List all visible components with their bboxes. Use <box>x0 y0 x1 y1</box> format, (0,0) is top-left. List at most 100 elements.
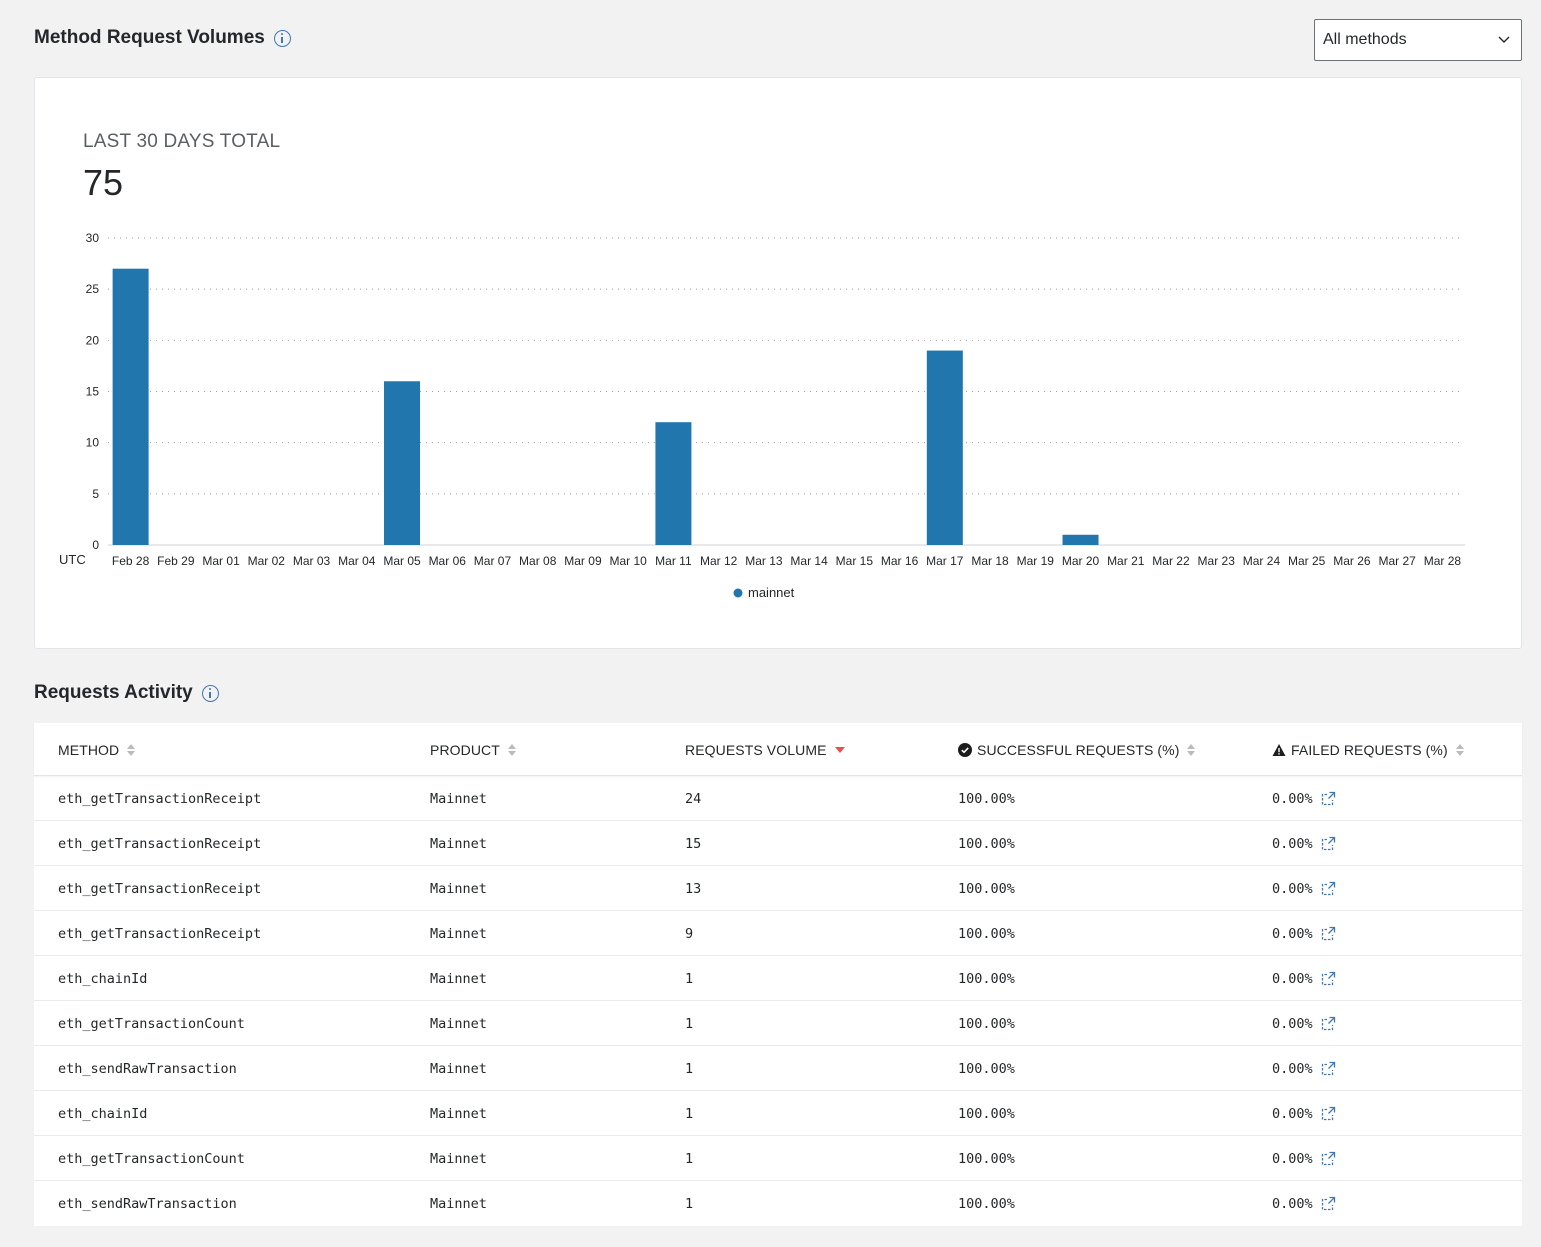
cell-product: Mainnet <box>430 1001 487 1046</box>
cell-success: 100.00% <box>958 1136 1015 1181</box>
volume-value: 1 <box>685 1195 694 1212</box>
x-tick-label: Mar 08 <box>519 554 557 568</box>
cell-failed: 0.00% <box>1272 956 1336 1001</box>
success-value: 100.00% <box>958 1150 1015 1167</box>
method-filter-value: All methods <box>1323 31 1407 48</box>
cell-product: Mainnet <box>430 1046 487 1091</box>
y-tick-label: 30 <box>86 231 100 245</box>
failed-value: 0.00% <box>1272 1195 1313 1212</box>
x-tick-label: Mar 09 <box>564 554 602 568</box>
cell-success: 100.00% <box>958 956 1015 1001</box>
cell-success: 100.00% <box>958 821 1015 866</box>
table-row: eth_getTransactionReceipt Mainnet 9 100.00%… <box>34 911 1522 956</box>
product-value: Mainnet <box>430 880 487 897</box>
y-tick-label: 5 <box>92 487 99 501</box>
cell-success: 100.00% <box>958 1091 1015 1136</box>
success-value: 100.00% <box>958 1015 1015 1032</box>
method-value: eth_getTransactionCount <box>58 1150 245 1167</box>
cell-method: eth_getTransactionCount <box>58 1136 245 1181</box>
x-tick-label: Mar 10 <box>610 554 648 568</box>
total-value: 75 <box>83 162 124 203</box>
info-icon[interactable] <box>201 684 219 702</box>
success-value: 100.00% <box>958 1195 1015 1212</box>
x-tick-label: Mar 01 <box>202 554 240 568</box>
x-tick-label: Mar 11 <box>655 554 692 568</box>
info-icon[interactable] <box>273 29 291 47</box>
y-tick-label: 20 <box>86 333 100 347</box>
external-link-icon[interactable] <box>1321 1061 1336 1076</box>
cell-volume: 1 <box>685 1001 693 1046</box>
sort-icon <box>1187 743 1196 756</box>
cell-volume: 24 <box>685 776 701 821</box>
x-tick-label: Mar 17 <box>926 554 964 568</box>
column-label: METHOD <box>58 741 120 758</box>
method-value: eth_getTransactionReceipt <box>58 880 262 897</box>
column-header-success[interactable]: SUCCESSFUL REQUESTS (%) <box>958 723 1196 776</box>
column-label: PRODUCT <box>430 741 500 758</box>
method-value: eth_sendRawTransaction <box>58 1060 237 1077</box>
legend-marker <box>733 588 743 598</box>
x-tick-label: Mar 21 <box>1107 554 1145 568</box>
chevron-down-icon <box>1498 36 1510 43</box>
failed-value: 0.00% <box>1272 970 1313 987</box>
external-link-icon[interactable] <box>1321 1016 1336 1031</box>
table-row: eth_getTransactionReceipt Mainnet 13 100.00… <box>34 866 1522 911</box>
external-link-icon[interactable] <box>1321 836 1336 851</box>
cell-method: eth_getTransactionCount <box>58 1001 245 1046</box>
column-header-method[interactable]: METHOD <box>58 723 136 776</box>
x-tick-label: Mar 28 <box>1424 554 1462 568</box>
sort-icon <box>127 743 136 756</box>
volume-value: 13 <box>685 880 702 897</box>
success-value: 100.00% <box>958 790 1015 807</box>
volume-value: 1 <box>685 1015 694 1032</box>
legend-label: mainnet <box>748 585 795 600</box>
external-link-icon[interactable] <box>1321 1106 1336 1121</box>
cell-method: eth_getTransactionReceipt <box>58 911 261 956</box>
x-tick-label: Mar 06 <box>429 554 467 568</box>
x-tick-label: Feb 29 <box>157 554 195 568</box>
success-value: 100.00% <box>958 1060 1015 1077</box>
table-row: eth_getTransactionReceipt Mainnet 15 100.00… <box>34 821 1522 866</box>
product-value: Mainnet <box>430 970 487 987</box>
volume-value: 1 <box>685 1060 694 1077</box>
failed-value: 0.00% <box>1272 1150 1313 1167</box>
x-tick-label: Mar 04 <box>338 554 376 568</box>
volumes-header: Method Request Volumes <box>34 27 291 49</box>
warning-triangle-icon <box>1272 743 1286 756</box>
cell-product: Mainnet <box>430 776 487 821</box>
cell-success: 100.00% <box>958 911 1015 956</box>
cell-success: 100.00% <box>958 1181 1015 1226</box>
method-value: eth_chainId <box>58 970 148 987</box>
method-filter-select[interactable]: All methods <box>1314 19 1522 61</box>
activity-header: Requests Activity <box>34 682 219 704</box>
column-header-product[interactable]: PRODUCT <box>430 723 516 776</box>
x-tick-label: Mar 02 <box>248 554 286 568</box>
method-value: eth_sendRawTransaction <box>58 1195 237 1212</box>
cell-product: Mainnet <box>430 1136 487 1181</box>
external-link-icon[interactable] <box>1321 926 1336 941</box>
external-link-icon[interactable] <box>1321 1151 1336 1166</box>
column-header-failed[interactable]: FAILED REQUESTS (%) <box>1272 723 1464 776</box>
activity-table: METHOD PRODUCT REQUESTS VOLUME SUCCESSFU… <box>34 723 1522 1226</box>
failed-value: 0.00% <box>1272 880 1313 897</box>
external-link-icon[interactable] <box>1321 971 1336 986</box>
method-value: eth_chainId <box>58 1105 148 1122</box>
product-value: Mainnet <box>430 1105 487 1122</box>
volume-bar-chart: 0 5 10 15 20 25 30 UTC Feb 28 Feb 29 Mar 01 Mar 02 M… <box>59 231 1465 600</box>
cell-product: Mainnet <box>430 1181 487 1226</box>
activity-title: Requests Activity <box>34 682 193 703</box>
external-link-icon[interactable] <box>1321 1196 1336 1211</box>
external-link-icon[interactable] <box>1321 881 1336 896</box>
volume-value: 1 <box>685 970 694 987</box>
column-header-volume[interactable]: REQUESTS VOLUME <box>685 723 845 776</box>
external-link-icon[interactable] <box>1321 791 1336 806</box>
column-label: SUCCESSFUL REQUESTS (%) <box>977 741 1180 758</box>
x-tick-label: Mar 27 <box>1378 554 1416 568</box>
check-circle-icon <box>958 742 972 757</box>
cell-success: 100.00% <box>958 776 1015 821</box>
failed-value: 0.00% <box>1272 1015 1313 1032</box>
failed-value: 0.00% <box>1272 1105 1313 1122</box>
failed-value: 0.00% <box>1272 835 1313 852</box>
cell-success: 100.00% <box>958 1046 1015 1091</box>
sort-descending-icon <box>834 746 845 753</box>
